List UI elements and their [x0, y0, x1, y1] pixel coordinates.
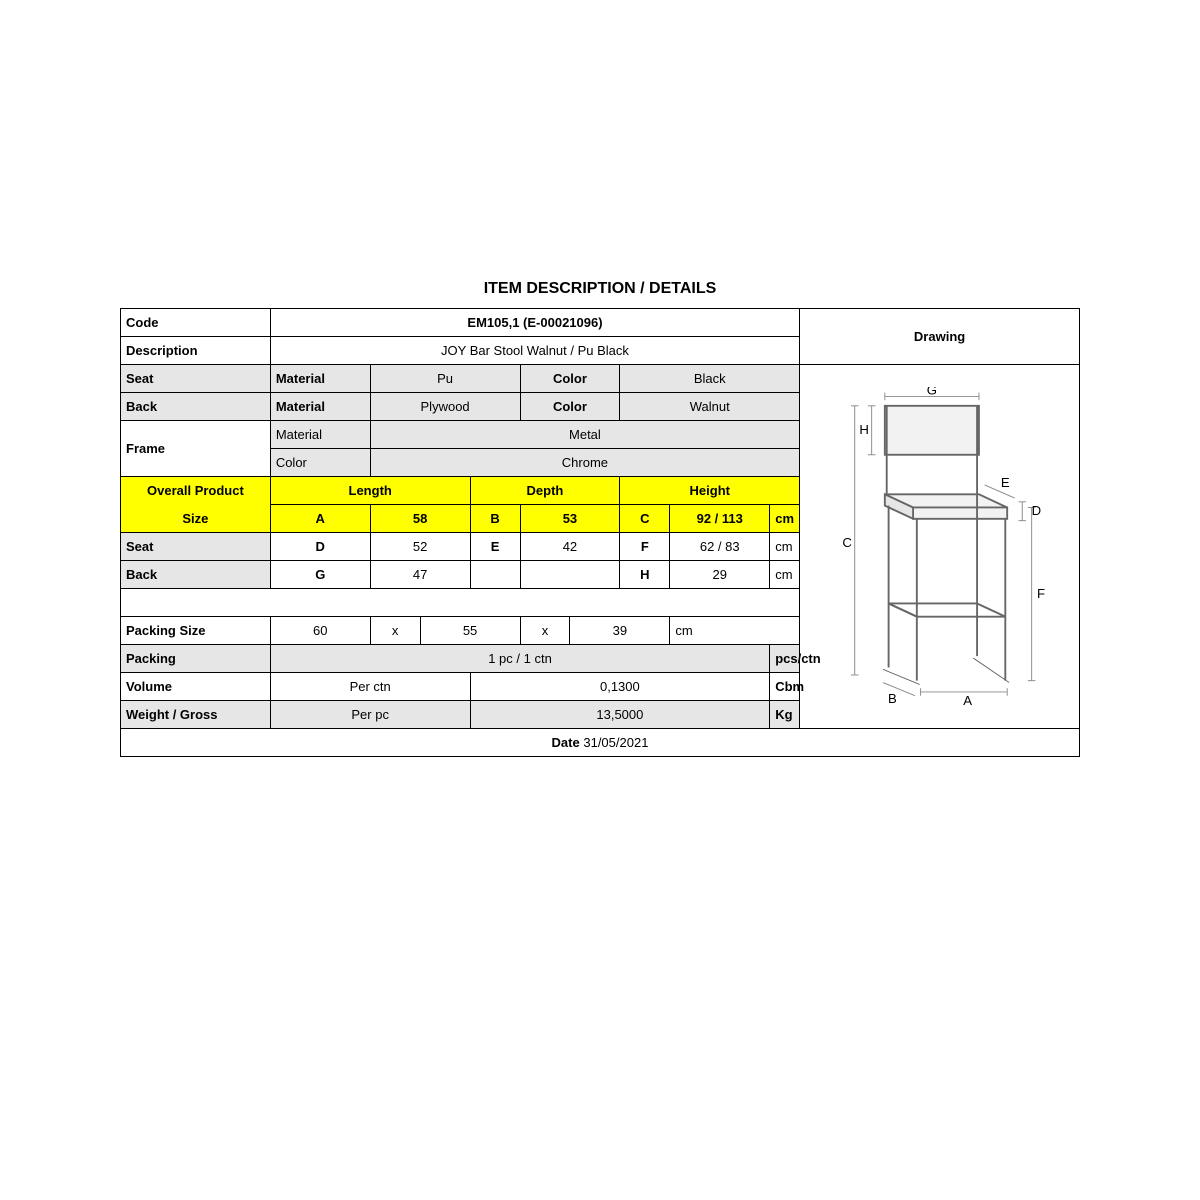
label-back-dim: Back	[121, 561, 271, 589]
value-description: JOY Bar Stool Walnut / Pu Black	[270, 337, 799, 365]
drawing-cell: G H C E D F A B	[800, 365, 1080, 729]
page-title: ITEM DESCRIPTION / DETAILS	[120, 280, 1080, 298]
dim-D-val: 52	[370, 533, 470, 561]
label-packing-size: Packing Size	[121, 617, 271, 645]
pack-l: 60	[270, 617, 370, 645]
label-overall-2: Size	[121, 505, 271, 533]
dim-A-val: 58	[370, 505, 470, 533]
label-overall-1: Overall Product	[121, 477, 271, 505]
dim-D-lbl: D	[270, 533, 370, 561]
label-cbm: Cbm	[770, 673, 800, 701]
dim-B-lbl: B	[470, 505, 520, 533]
dim-C: C	[843, 535, 853, 550]
label-seat-dim: Seat	[121, 533, 271, 561]
label-seat-material: Material	[270, 365, 370, 393]
pack-x2: x	[520, 617, 570, 645]
dim-C-val: 92 / 113	[670, 505, 770, 533]
dim-G: G	[927, 387, 937, 398]
label-code: Code	[121, 309, 271, 337]
label-drawing: Drawing	[800, 309, 1080, 365]
pack-w: 55	[420, 617, 520, 645]
label-frame: Frame	[121, 421, 271, 477]
label-pcs-ctn: pcs/ctn	[770, 645, 800, 673]
dim-blank-2	[520, 561, 620, 589]
label-per-ctn: Per ctn	[270, 673, 470, 701]
unit-cm-2: cm	[770, 533, 800, 561]
dim-H: H	[860, 422, 870, 437]
dim-D: D	[1032, 503, 1042, 518]
label-back: Back	[121, 393, 271, 421]
label-back-color: Color	[520, 393, 620, 421]
label-depth: Depth	[470, 477, 620, 505]
dim-A: A	[963, 693, 972, 707]
label-height: Height	[620, 477, 800, 505]
label-length: Length	[270, 477, 470, 505]
date-row: Date 31/05/2021	[121, 729, 1080, 757]
label-volume: Volume	[121, 673, 271, 701]
label-per-pc: Per pc	[270, 701, 470, 729]
dim-F: F	[1037, 585, 1045, 600]
dim-A-lbl: A	[270, 505, 370, 533]
pack-x1: x	[370, 617, 420, 645]
dim-G-val: 47	[370, 561, 470, 589]
stool-drawing: G H C E D F A B	[805, 387, 1074, 707]
value-seat-material: Pu	[370, 365, 520, 393]
value-packing: 1 pc / 1 ctn	[270, 645, 769, 673]
dim-E: E	[1001, 474, 1010, 489]
dim-G-lbl: G	[270, 561, 370, 589]
label-frame-material: Material	[270, 421, 370, 449]
value-code: EM105,1 (E-00021096)	[270, 309, 799, 337]
label-date: Date	[552, 735, 580, 750]
value-seat-color: Black	[620, 365, 800, 393]
label-description: Description	[121, 337, 271, 365]
label-weight: Weight / Gross	[121, 701, 271, 729]
label-back-material: Material	[270, 393, 370, 421]
value-back-material: Plywood	[370, 393, 520, 421]
label-packing: Packing	[121, 645, 271, 673]
dim-blank-1	[470, 561, 520, 589]
spec-table: Code EM105,1 (E-00021096) Drawing Descri…	[120, 308, 1080, 757]
unit-cm-4: cm	[670, 617, 800, 645]
value-date: 31/05/2021	[583, 735, 648, 750]
dim-E-lbl: E	[470, 533, 520, 561]
value-weight: 13,5000	[470, 701, 770, 729]
value-volume: 0,1300	[470, 673, 770, 701]
dim-E-val: 42	[520, 533, 620, 561]
unit-cm-3: cm	[770, 561, 800, 589]
dim-F-val: 62 / 83	[670, 533, 770, 561]
dim-B: B	[888, 691, 897, 706]
value-frame-material: Metal	[370, 421, 799, 449]
dim-B-val: 53	[520, 505, 620, 533]
label-frame-color: Color	[270, 449, 370, 477]
label-seat-color: Color	[520, 365, 620, 393]
pack-h: 39	[570, 617, 670, 645]
dim-H-val: 29	[670, 561, 770, 589]
dim-F-lbl: F	[620, 533, 670, 561]
dim-H-lbl: H	[620, 561, 670, 589]
dim-C-lbl: C	[620, 505, 670, 533]
label-seat: Seat	[121, 365, 271, 393]
label-kg: Kg	[770, 701, 800, 729]
value-frame-color: Chrome	[370, 449, 799, 477]
unit-cm-1: cm	[770, 505, 800, 533]
spacer-row	[121, 589, 800, 617]
value-back-color: Walnut	[620, 393, 800, 421]
